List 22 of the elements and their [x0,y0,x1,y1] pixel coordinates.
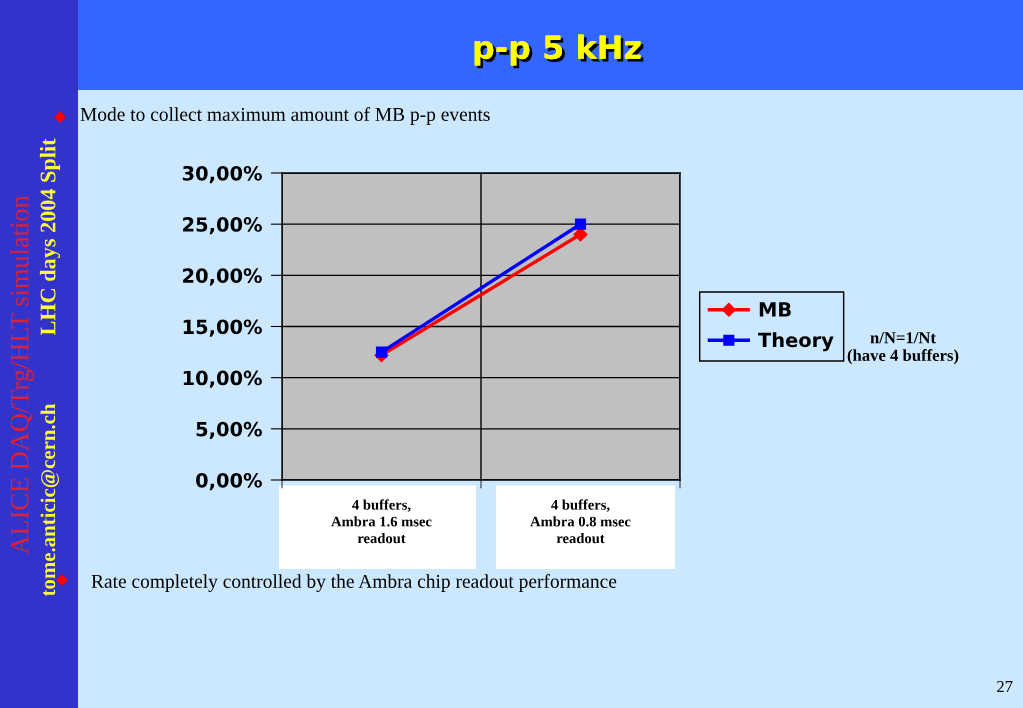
text: 27 [997,680,1013,693]
text: Rate completely controlled by the Ambra chip readout performance [91,574,617,592]
point [375,346,388,358]
y-tick-label: 0,00% [196,472,262,491]
chart-title: p-p 5 kHz [474,34,644,69]
y-tick-label: 25,00% [183,217,262,235]
text: ALICE DAQ/Trg/HLT simulation [10,195,34,555]
y-tick-label: 5,00% [196,421,262,439]
legend-label: MB [759,302,791,317]
y-tick-label: 15,00% [183,319,262,337]
point [573,227,588,242]
y-tick-label: 20,00% [183,268,262,286]
legend-label: Theory [758,332,834,352]
text: n/N=1/Nt (have 4 buffers) [847,332,959,365]
x-tick-label: 4 buffers, Ambra 0.8 msec readout [530,499,631,544]
text: LHC days 2004 Split [39,138,61,336]
x-tick-label: 4 buffers, Ambra 1.6 msec readout [331,499,432,544]
y-tick-label: 10,00% [183,370,262,388]
chart-subtitle: Mode to collect maximum amount of MB p-p events [80,107,490,125]
y-tick-label: 30,00% [182,165,262,184]
text: tome.anticic@cern.ch [40,403,59,597]
point [574,218,587,230]
